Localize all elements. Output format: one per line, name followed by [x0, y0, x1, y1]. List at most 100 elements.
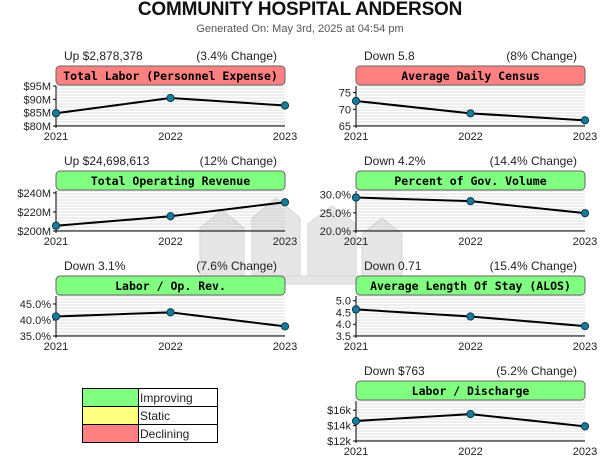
chart-panel-3: Up $24,698,613 (12% Change) Total Operatin… — [17, 154, 297, 248]
y-tick-label: $90M — [23, 94, 51, 106]
data-point — [166, 308, 175, 317]
data-point — [280, 322, 290, 331]
x-tick-label: 2022 — [458, 131, 482, 143]
panel-title-bar — [355, 275, 586, 296]
panel-title-bar — [355, 65, 586, 86]
change-percent: (14.4% Change) — [490, 154, 577, 168]
x-tick-label: 2023 — [273, 341, 297, 353]
x-tick-label: 2022 — [158, 131, 182, 143]
page-title: COMMUNITY HOSPITAL ANDERSON — [137, 0, 463, 20]
y-tick-label: 35.0% — [20, 331, 51, 343]
y-tick-label: $80M — [23, 121, 51, 133]
panel-title: Total Labor (Personnel Expense) — [63, 69, 278, 83]
data-point — [466, 312, 475, 321]
data-point — [580, 422, 590, 431]
chart-panel-1: Up $2,878,378 (3.4% Change) Total Labor (P… — [23, 49, 297, 143]
y-tick-label: $220M — [17, 207, 51, 219]
change-summary: Up $2,878,378 — [64, 49, 143, 63]
y-tick-label: $12k — [327, 436, 351, 448]
legend-label-declining: Declining — [138, 424, 218, 443]
y-tick-label: 65 — [339, 121, 351, 133]
x-tick-label: 2021 — [344, 446, 368, 458]
x-tick-label: 2023 — [573, 446, 597, 458]
change-percent: (3.4% Change) — [196, 49, 277, 63]
y-tick-label: 3.5 — [336, 331, 351, 343]
data-point — [466, 197, 475, 206]
data-point — [351, 193, 361, 202]
legend-swatch-improving — [82, 388, 139, 407]
y-tick-label: $85M — [23, 108, 51, 120]
panel-title-bar — [55, 65, 286, 86]
panel-title: Average Daily Census — [401, 69, 539, 83]
legend: Improving Static Declining — [82, 388, 218, 443]
change-summary: Down $763 — [364, 364, 425, 378]
x-tick-label: 2022 — [158, 341, 182, 353]
x-tick-label: 2021 — [44, 236, 68, 248]
change-summary: Down 5.8 — [364, 49, 415, 63]
y-tick-label: $14k — [327, 421, 351, 433]
y-tick-label: 4.0 — [336, 319, 351, 331]
chart-panel-2: Down 5.8 (8% Change) Average Daily Census 7… — [339, 49, 597, 143]
legend-swatch-declining — [82, 424, 139, 443]
y-tick-label: $240M — [17, 188, 51, 200]
x-tick-label: 2021 — [44, 341, 68, 353]
data-point — [51, 221, 61, 230]
legend-item-declining: Declining — [82, 424, 218, 443]
x-tick-label: 2023 — [573, 341, 597, 353]
y-tick-label: 40.0% — [20, 315, 51, 327]
change-summary: Down 3.1% — [64, 259, 126, 273]
change-percent: (8% Change) — [506, 49, 577, 63]
legend-item-improving: Improving — [82, 388, 218, 407]
x-tick-label: 2021 — [44, 131, 68, 143]
panel-title-bar — [355, 380, 586, 401]
panel-title: Total Operating Revenue — [91, 174, 250, 188]
x-tick-label: 2022 — [158, 236, 182, 248]
change-percent: (5.2% Change) — [496, 364, 577, 378]
x-tick-label: 2022 — [458, 236, 482, 248]
chart-panel-7: Down $763 (5.2% Change) Labor / Discharge $… — [327, 364, 597, 458]
data-point — [466, 109, 475, 118]
data-point — [51, 312, 61, 321]
y-tick-label: $95M — [23, 81, 51, 93]
x-tick-label: 2023 — [273, 131, 297, 143]
y-tick-label: 30.0% — [320, 190, 351, 202]
panel-title-bar — [355, 170, 586, 191]
x-tick-label: 2021 — [344, 341, 368, 353]
panel-title: Labor / Discharge — [412, 384, 530, 398]
legend-label-improving: Improving — [138, 388, 218, 407]
data-point — [51, 109, 61, 118]
chart-panel-4: Down 4.2% (14.4% Change) Percent of Gov. V… — [320, 154, 597, 248]
change-summary: Up $24,698,613 — [64, 154, 150, 168]
generated-on: Generated On: May 3rd, 2025 at 04:54 pm — [196, 23, 404, 35]
legend-item-static: Static — [82, 406, 218, 425]
y-tick-label: 75 — [339, 88, 351, 100]
x-tick-label: 2022 — [458, 341, 482, 353]
data-point — [351, 416, 361, 426]
legend-swatch-static — [82, 406, 139, 425]
x-tick-label: 2023 — [573, 236, 597, 248]
panel-title-bar — [55, 170, 286, 191]
change-summary: Down 0.71 — [364, 259, 422, 273]
data-point — [351, 305, 361, 314]
data-point — [466, 409, 475, 419]
data-point — [166, 93, 175, 103]
x-tick-label: 2021 — [344, 236, 368, 248]
data-point — [580, 209, 590, 218]
y-tick-label: 4.5 — [336, 307, 351, 319]
change-percent: (12% Change) — [200, 154, 277, 168]
change-percent: (15.4% Change) — [490, 259, 577, 273]
panel-title: Percent of Gov. Volume — [394, 174, 546, 188]
chart-panel-6: Down 0.71 (15.4% Change) Average Length Of… — [336, 259, 598, 353]
y-tick-label: $16k — [327, 405, 351, 417]
x-tick-label: 2023 — [573, 131, 597, 143]
x-tick-label: 2021 — [344, 131, 368, 143]
panel-title: Average Length Of Stay (ALOS) — [370, 279, 571, 293]
x-tick-label: 2023 — [273, 236, 297, 248]
data-point — [166, 212, 175, 221]
change-summary: Down 4.2% — [364, 154, 426, 168]
legend-label-static: Static — [138, 406, 218, 425]
data-point — [580, 116, 590, 125]
y-tick-label: 20.0% — [320, 226, 351, 238]
change-percent: (7.6% Change) — [196, 259, 277, 273]
